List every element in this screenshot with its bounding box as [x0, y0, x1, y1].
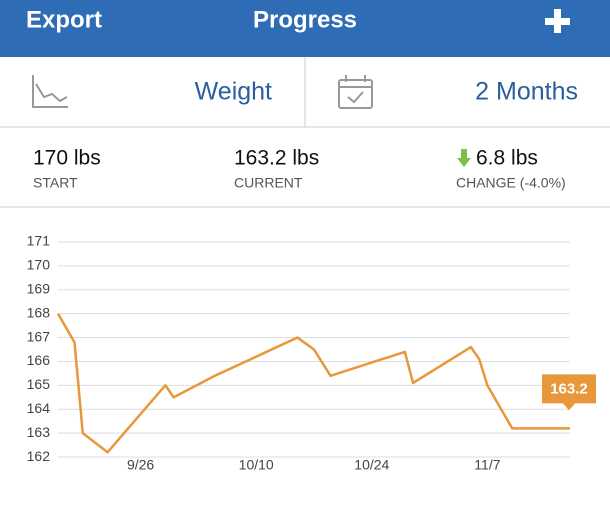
add-button[interactable] — [545, 9, 570, 33]
stat-value: 163.2 lbs — [234, 147, 319, 170]
x-tick-label: 10/10 — [239, 457, 274, 473]
x-tick-label: 9/26 — [127, 457, 154, 473]
down-arrow-icon — [457, 149, 471, 167]
y-tick-label: 162 — [27, 448, 51, 464]
data-line — [56, 313, 570, 454]
y-tick-label: 168 — [27, 304, 51, 320]
y-tick-label: 166 — [27, 352, 51, 368]
chart: 162 163 164 165 166 167 168 169 170 171 9/26 10/10 1… — [27, 233, 596, 473]
stat-label: CHANGE (-4.0%) — [456, 175, 566, 191]
graph-icon — [32, 75, 68, 108]
stat-label: CURRENT — [234, 175, 303, 191]
callout-bubble — [542, 374, 596, 411]
stat-value: 170 lbs — [33, 147, 101, 170]
stat-value: 6.8 lbs — [476, 147, 538, 170]
x-tick-label: 11/7 — [474, 457, 500, 473]
y-tick-label: 167 — [27, 328, 51, 344]
y-tick-label: 164 — [27, 400, 51, 416]
y-tick-label: 165 — [27, 376, 51, 392]
y-tick-label: 169 — [27, 280, 51, 296]
stat-label: START — [33, 175, 78, 191]
value-callout: 163.2 — [542, 374, 596, 411]
y-tick-label: 163 — [27, 424, 51, 440]
header-title: Progress — [253, 6, 357, 33]
x-tick-label: 10/24 — [354, 457, 389, 473]
y-tick-label: 171 — [27, 233, 51, 249]
callout-label: 163.2 — [550, 380, 588, 397]
y-tick-label: 170 — [27, 257, 51, 273]
period-selector[interactable]: 2 Months — [475, 78, 578, 106]
calendar-icon — [338, 75, 373, 109]
header-bar — [0, 0, 610, 57]
export-button[interactable]: Export — [26, 6, 102, 33]
metric-selector[interactable]: Weight — [195, 78, 272, 106]
